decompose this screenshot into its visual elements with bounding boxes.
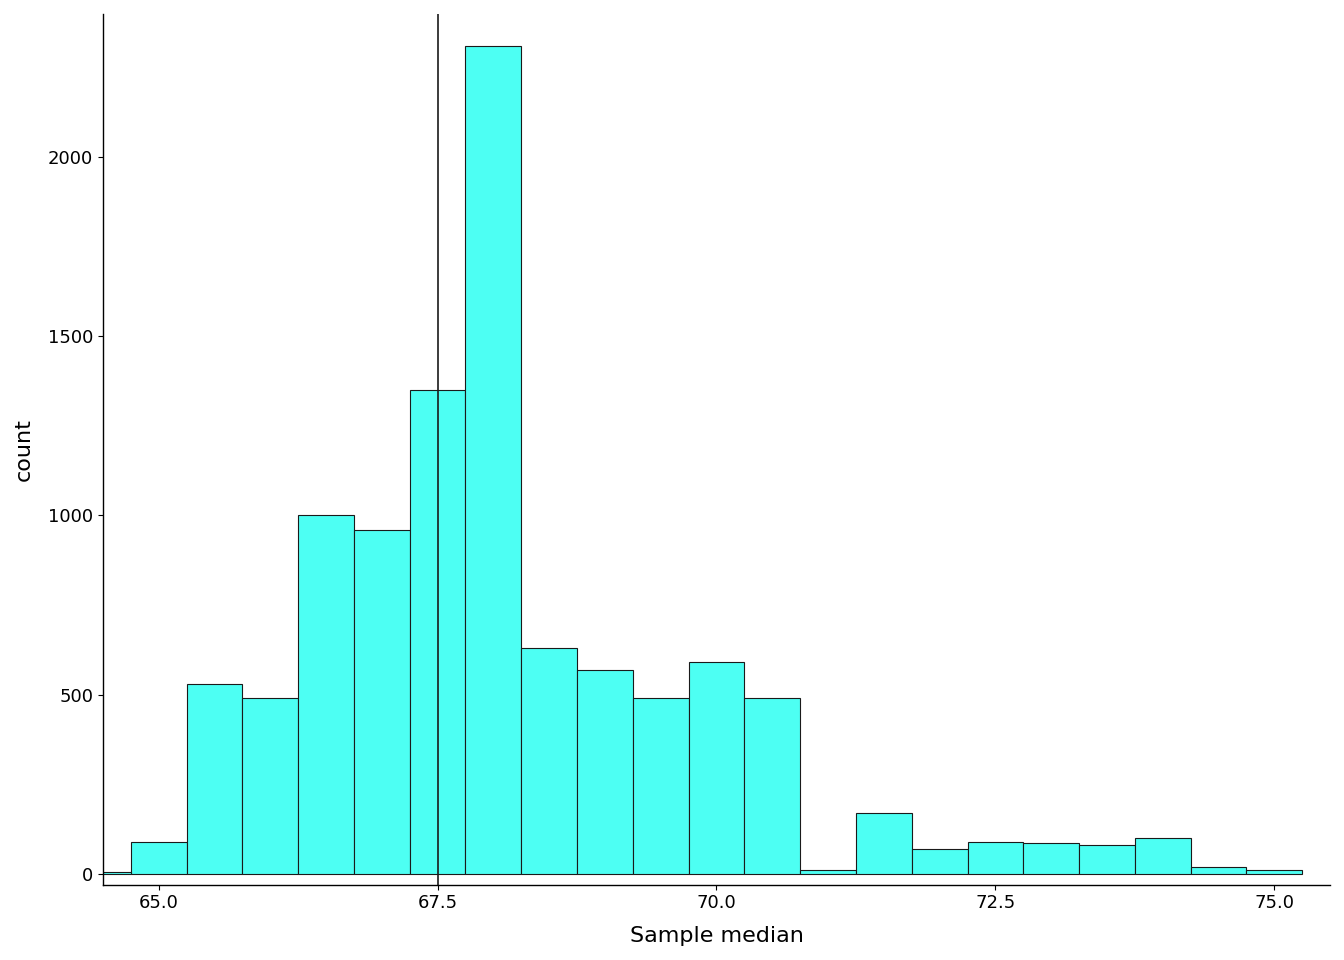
Bar xyxy=(633,698,688,874)
Bar xyxy=(968,842,1023,874)
Bar xyxy=(577,669,633,874)
Bar xyxy=(465,46,521,874)
Bar xyxy=(745,698,800,874)
Bar xyxy=(353,530,410,874)
Bar xyxy=(688,662,745,874)
Bar xyxy=(130,842,187,874)
Bar xyxy=(410,390,465,874)
Bar xyxy=(1191,867,1246,874)
Y-axis label: count: count xyxy=(13,418,34,481)
Bar xyxy=(298,516,353,874)
X-axis label: Sample median: Sample median xyxy=(629,926,804,947)
Bar xyxy=(1023,843,1079,874)
Bar xyxy=(856,813,911,874)
Bar xyxy=(911,849,968,874)
Bar xyxy=(1134,838,1191,874)
Bar xyxy=(1079,845,1134,874)
Bar xyxy=(521,648,577,874)
Bar xyxy=(800,870,856,874)
Bar xyxy=(242,698,298,874)
Bar xyxy=(187,684,242,874)
Bar xyxy=(103,872,130,874)
Bar xyxy=(1246,870,1302,874)
